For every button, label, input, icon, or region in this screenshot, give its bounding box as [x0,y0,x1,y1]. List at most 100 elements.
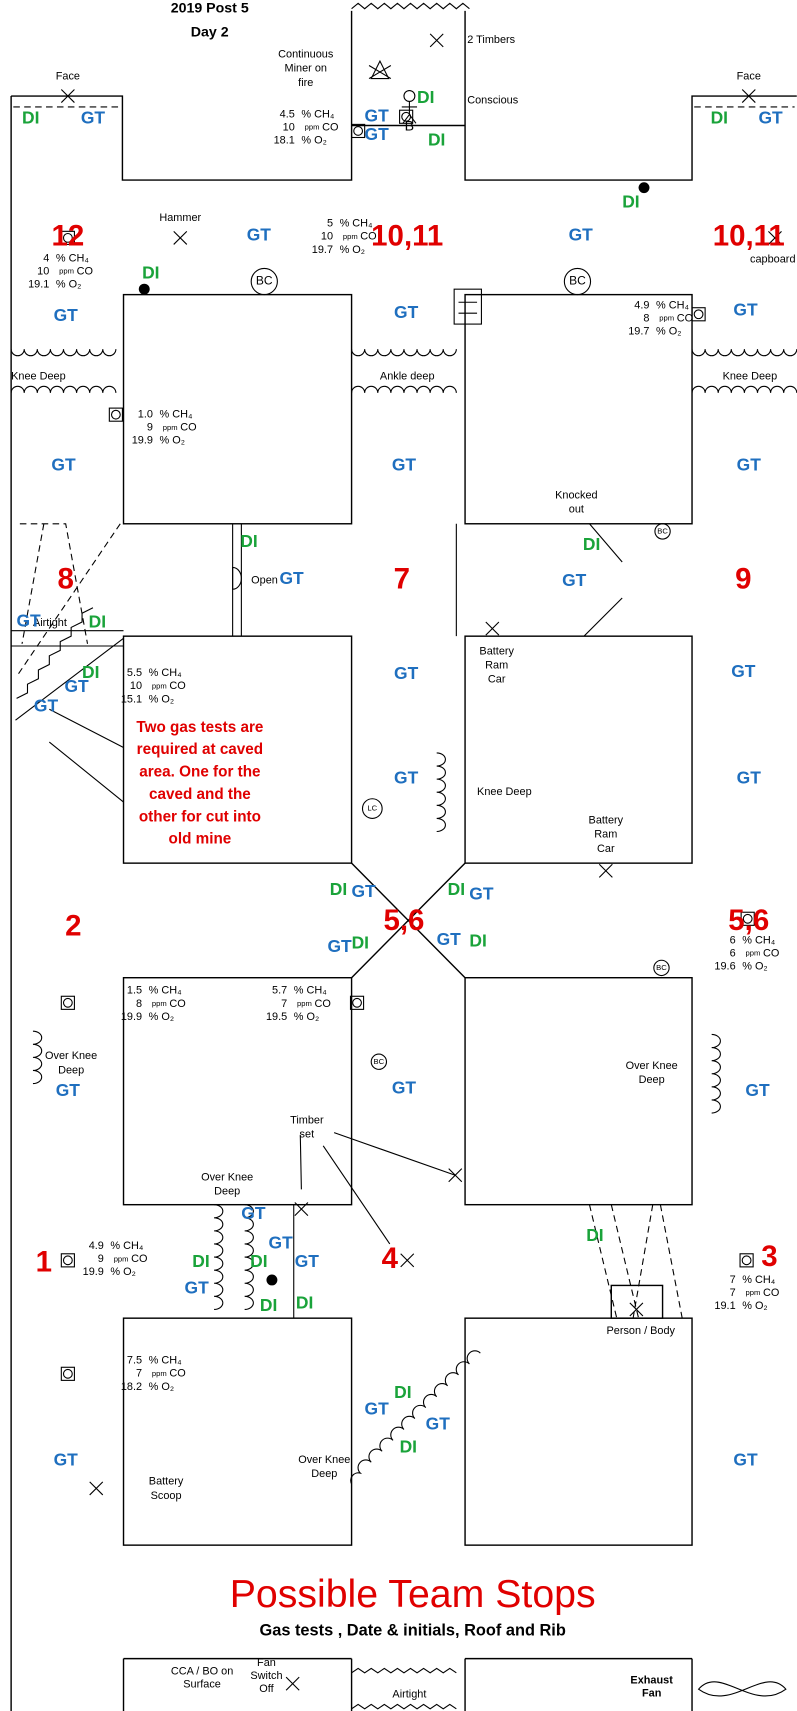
gas-unit: % O₂ [742,961,767,973]
fan-symbol [699,1682,786,1696]
gas-unit: % CH₄ [160,409,193,421]
vent-dash [589,1205,682,1318]
icon-circle [64,1256,73,1265]
curtain [33,1031,42,1083]
gas-unit: ppm [152,681,167,690]
gas-unit: ppm [152,1369,167,1378]
area-label: Miner on [285,63,327,75]
water-line [11,386,116,393]
icon-circle [353,998,362,1007]
area-label: out [569,503,584,515]
water-line [352,386,457,393]
area-label: Battery [589,814,624,826]
area-label: capboard [750,254,795,266]
cross [486,622,499,635]
gas-unit: ppm [297,999,312,1008]
gas-unit: % CH₄ [149,667,182,679]
gas-unit: % CH₄ [656,299,689,311]
gas-value: 10 [37,266,49,278]
gas-test-mark: GT [392,1078,417,1098]
date-initial-mark: DI [711,108,728,128]
gas-test-mark: GT [562,570,587,590]
gas-unit: CO [169,998,185,1010]
icon-circle [64,998,73,1007]
gas-value: 1.0 [138,409,153,421]
gas-value: 19.1 [714,1300,735,1312]
gas-value: 5.7 [272,985,287,997]
date-initial-mark: DI [622,192,639,212]
gas-unit: ppm [305,123,320,132]
gas-value: 5.5 [127,667,142,679]
icon-circle [64,1369,73,1378]
area-label: BC [256,274,273,288]
gas-value: 19.9 [121,1011,142,1023]
gas-unit: % O₂ [149,1381,174,1393]
gas-test-mark: GT [365,124,390,144]
cross [599,864,612,877]
legend-item: CCA / BO on [171,1666,233,1678]
legend-item: Fan [642,1687,661,1699]
cross [430,34,443,47]
gas-test-mark: GT [733,300,758,320]
gas-unit: CO [169,1368,185,1380]
water-line [352,349,457,356]
team-stop: 8 [57,562,73,595]
date-initial-mark: DI [400,1437,417,1457]
title: 2019 Post 5 [171,0,249,16]
gas-value: 19.6 [714,961,735,973]
date-initial-mark: DI [417,87,434,107]
pillar [465,978,692,1205]
warning-note: old mine [169,831,232,848]
team-stop: 5,6 [383,904,424,937]
gas-test-mark: GT [392,455,417,475]
mine-map: 2019 Post 5 Day 2 Possible Team Stops Ga… [0,0,797,1711]
date-initial-mark: DI [469,930,486,950]
gas-unit: % CH₄ [340,218,373,230]
date-initial-mark: DI [394,1382,411,1402]
gas-value: 9 [147,422,153,434]
gas-unit: % O₂ [742,1300,767,1312]
board-lines [459,302,478,313]
warning-note: Two gas tests are [136,719,263,736]
pillar [465,1318,692,1545]
pillar [124,1318,352,1545]
team-stop: 1 [36,1245,52,1278]
gas-test-mark: GT [269,1233,294,1253]
area-label: Ankle deep [380,370,435,382]
area-label: Ram [485,660,508,672]
gas-unit: ppm [659,314,674,323]
gas-unit: CO [180,422,196,434]
page: {"header":{"title":"2019 Post 5","subtit… [0,0,797,1711]
legend-item: Exhaust [630,1674,673,1686]
area-label: Over Knee [626,1060,678,1072]
team-stop: 9 [735,562,751,595]
date-initial-mark: DI [352,932,369,952]
icon-circle [354,127,363,136]
gas-test-mark: GT [51,455,76,475]
gas-unit: % O₂ [656,326,681,338]
date-initial-mark: DI [82,662,99,682]
gas-unit: CO [314,998,330,1010]
cross [174,231,187,244]
gas-test-mark: GT [737,455,762,475]
area-label: Conscious [467,94,518,106]
gas-test-mark: GT [16,611,41,631]
subtitle: Day 2 [191,24,229,40]
warning-note: caved and the [149,786,251,803]
gas-unit: % O₂ [340,244,365,256]
gas-value: 18.1 [274,135,295,147]
gas-unit: % O₂ [149,1011,174,1023]
gas-unit: % CH₄ [294,985,327,997]
gas-value: 7 [136,1368,142,1380]
gas-value: 19.7 [628,326,649,338]
gas-unit: CO [77,266,93,278]
gas-test-mark: GT [185,1277,210,1297]
area-label: Over Knee [298,1454,350,1466]
gas-test-mark: GT [469,883,494,903]
gas-test-mark: GT [54,1450,79,1470]
area-label: Knee Deep [11,370,66,382]
area-label: BC [569,274,586,288]
gas-test-mark: GT [733,1450,758,1470]
area-label: Ram [594,829,617,841]
warning-note: area. One for the [139,764,260,781]
